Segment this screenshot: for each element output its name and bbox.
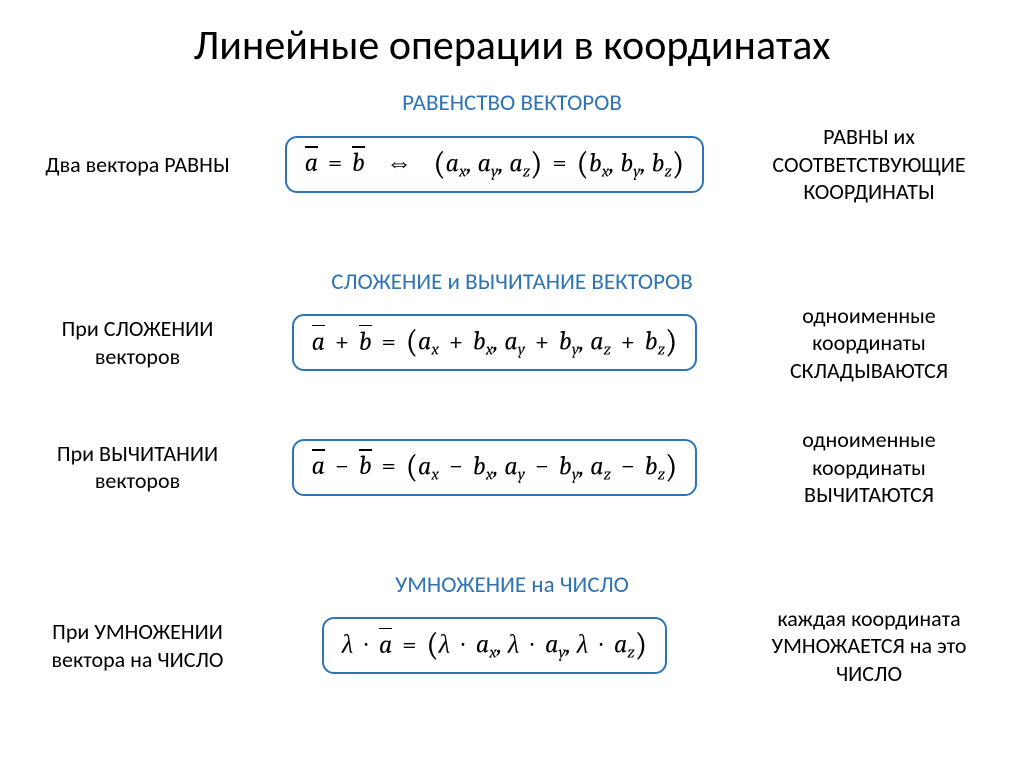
formula-equality: a = b ⇔ (ax, ay, az) = (bx, by, bz) [285, 136, 705, 193]
left-subtraction: При ВЫЧИТАНИИ векторов [40, 440, 235, 495]
left-scalar: При УМНОЖЕНИИ вектора на ЧИСЛО [40, 618, 235, 673]
row-subtraction: При ВЫЧИТАНИИ векторов a − b = (ax − bx,… [40, 426, 984, 509]
row-scalar: При УМНОЖЕНИИ вектора на ЧИСЛО λ ∙ a = (… [40, 605, 984, 688]
left-equality: Два вектора РАВНЫ [40, 151, 235, 179]
right-subtraction: одноименные координаты ВЫЧИТАЮТСЯ [754, 426, 984, 509]
heading-equality: РАВЕНСТВО ВЕКТОРОВ [40, 89, 984, 117]
heading-scalar: УМНОЖЕНИЕ на ЧИСЛО [40, 571, 984, 599]
left-addition: При СЛОЖЕНИИ векторов [40, 315, 235, 370]
row-equality: Два вектора РАВНЫ a = b ⇔ (ax, ay, az) =… [40, 123, 984, 206]
right-scalar: каждая координата УМНОЖАЕТСЯ на это ЧИСЛ… [754, 605, 984, 688]
formula-scalar: λ ∙ a = (λ ∙ ax, λ ∙ ay, λ ∙ az) [322, 617, 667, 674]
formula-subtraction: a − b = (ax − bx, ay − by, az − bz) [292, 439, 698, 496]
vec-b: b [352, 148, 365, 178]
right-addition: одноименные координаты СКЛАДЫВАЮТСЯ [754, 302, 984, 385]
right-equality: РАВНЫ их СООТВЕТСТВУЮЩИЕ КООРДИНАТЫ [754, 123, 984, 206]
heading-addsub: СЛОЖЕНИЕ и ВЫЧИТАНИЕ ВЕКТОРОВ [40, 268, 984, 296]
page-title: Линейные операции в координатах [40, 20, 984, 71]
formula-addition: a + b = (ax + bx, ay + by, az + bz) [292, 314, 698, 371]
row-addition: При СЛОЖЕНИИ векторов a + b = (ax + bx, … [40, 302, 984, 385]
vec-a: a [305, 148, 318, 178]
iff-icon: ⇔ [382, 148, 416, 178]
